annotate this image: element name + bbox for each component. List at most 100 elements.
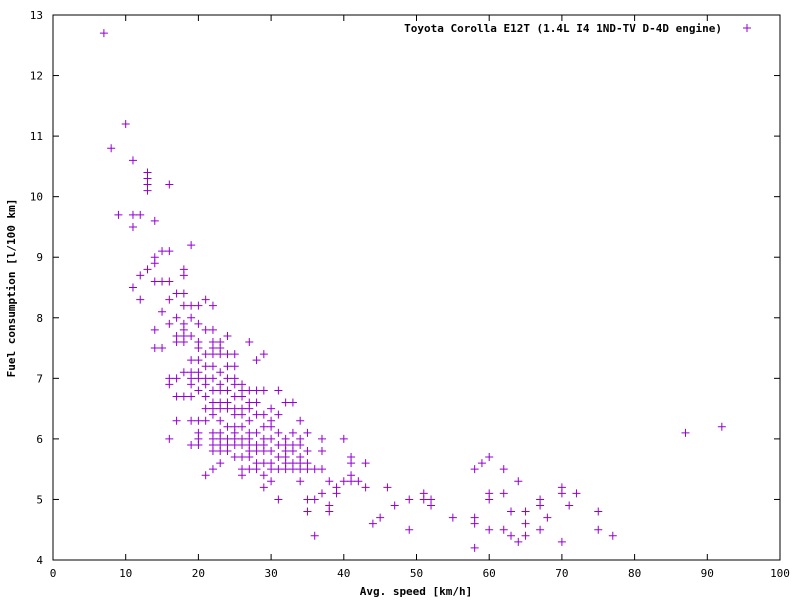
data-point xyxy=(238,422,247,431)
data-point xyxy=(136,210,145,219)
data-point xyxy=(296,416,305,425)
data-point xyxy=(521,507,530,516)
x-tick-label: 70 xyxy=(555,567,568,580)
y-tick-label: 9 xyxy=(36,251,43,264)
data-point xyxy=(252,410,261,419)
data-point xyxy=(245,416,254,425)
data-point xyxy=(354,477,363,486)
data-point xyxy=(179,301,188,310)
data-point xyxy=(201,404,210,413)
data-point xyxy=(536,501,545,510)
data-point xyxy=(252,356,261,365)
data-point xyxy=(208,350,217,359)
data-point xyxy=(267,465,276,474)
data-point xyxy=(223,331,232,340)
data-point xyxy=(274,495,283,504)
data-point xyxy=(143,186,152,195)
data-point xyxy=(259,410,268,419)
data-point xyxy=(608,531,617,540)
data-point xyxy=(208,301,217,310)
data-point xyxy=(230,440,239,449)
data-point xyxy=(194,344,203,353)
data-point xyxy=(252,465,261,474)
legend: Toyota Corolla E12T (1.4L I4 1ND-TV D-4D… xyxy=(404,22,751,35)
x-axis-label: Avg. speed [km/h] xyxy=(360,585,473,598)
data-point xyxy=(448,513,457,522)
data-point xyxy=(201,362,210,371)
data-point xyxy=(310,531,319,540)
data-point xyxy=(419,495,428,504)
data-point xyxy=(245,465,254,474)
data-point xyxy=(187,416,196,425)
data-point xyxy=(296,465,305,474)
data-point xyxy=(187,380,196,389)
data-point xyxy=(201,350,210,359)
data-point xyxy=(230,392,239,401)
data-point xyxy=(216,447,225,455)
data-point xyxy=(165,180,174,189)
data-point xyxy=(274,440,283,449)
legend-marker-symbol xyxy=(743,24,751,32)
data-point xyxy=(521,519,530,528)
data-point xyxy=(557,489,566,498)
data-point xyxy=(150,259,159,268)
axis-ticks: 0 10 20 30 40 50 60 70 80 90 100 4 5 6 7 8 9 10 11 12 13 xyxy=(30,9,790,580)
data-point xyxy=(259,459,268,468)
data-point xyxy=(252,447,261,455)
data-point xyxy=(150,344,159,353)
data-point xyxy=(281,398,290,407)
data-point xyxy=(194,440,203,449)
data-point xyxy=(303,495,312,504)
data-point xyxy=(172,416,181,425)
data-point xyxy=(245,386,254,395)
data-point xyxy=(187,241,196,250)
data-point xyxy=(158,344,167,353)
data-point xyxy=(565,501,574,510)
y-tick-label: 7 xyxy=(36,372,43,385)
data-point xyxy=(208,362,217,371)
data-point xyxy=(485,453,494,462)
y-tick-label: 5 xyxy=(36,493,43,506)
data-point xyxy=(238,471,247,480)
data-point xyxy=(470,519,479,528)
data-point xyxy=(172,338,181,346)
data-point xyxy=(303,507,312,516)
data-point xyxy=(288,428,297,437)
data-point xyxy=(514,537,523,546)
data-point xyxy=(317,434,326,443)
data-point xyxy=(172,392,181,401)
y-tick-label: 13 xyxy=(30,9,43,22)
x-tick-label: 100 xyxy=(770,567,790,580)
legend-marker xyxy=(743,24,751,32)
data-point xyxy=(136,271,145,280)
data-point xyxy=(288,398,297,407)
data-point xyxy=(499,525,508,534)
data-point xyxy=(114,210,123,219)
data-point xyxy=(485,495,494,504)
data-point xyxy=(339,477,348,486)
data-point xyxy=(165,247,174,256)
data-point xyxy=(259,471,268,480)
data-point xyxy=(303,465,312,474)
data-point xyxy=(223,362,232,371)
data-point xyxy=(121,120,130,128)
data-point xyxy=(230,380,239,389)
data-point xyxy=(259,447,268,455)
data-point xyxy=(201,295,210,304)
data-point xyxy=(150,325,159,334)
data-point xyxy=(194,356,203,365)
data-point xyxy=(296,477,305,486)
data-point xyxy=(194,374,203,383)
data-point xyxy=(223,404,232,413)
data-point xyxy=(317,489,326,498)
y-tick-label: 12 xyxy=(30,70,43,83)
data-point xyxy=(288,447,297,455)
data-point xyxy=(594,507,603,516)
data-point xyxy=(274,428,283,437)
data-point xyxy=(477,459,486,468)
data-point xyxy=(187,331,196,340)
data-point xyxy=(245,453,254,462)
y-tick-label: 10 xyxy=(30,191,43,204)
data-point xyxy=(274,410,283,419)
